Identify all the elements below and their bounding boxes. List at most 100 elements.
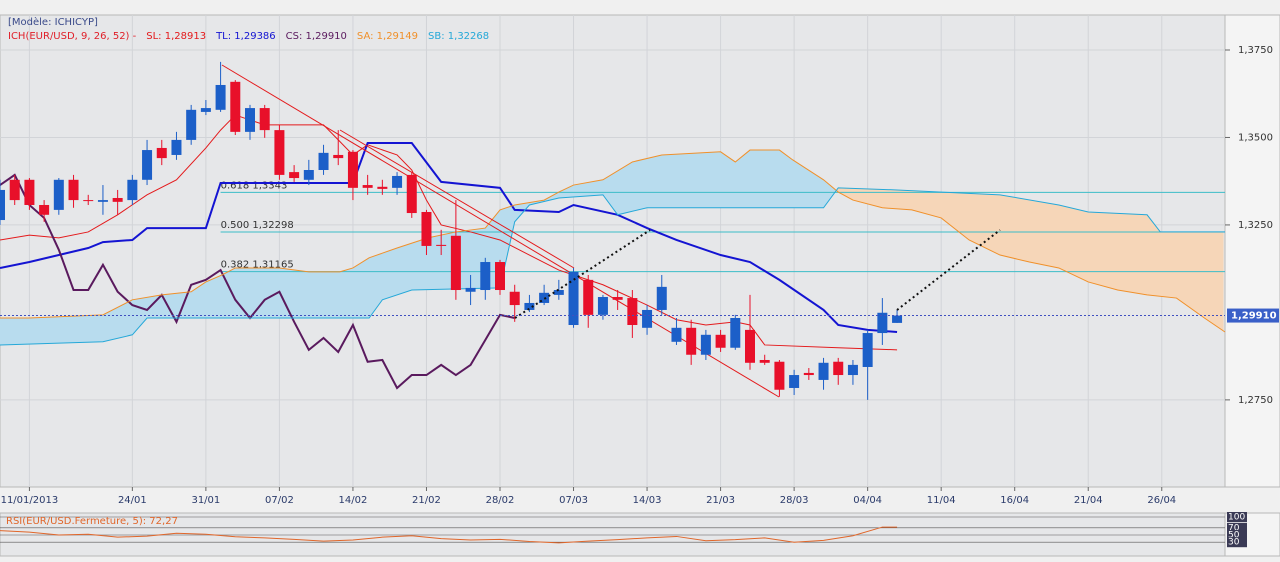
candle-body [39,204,50,215]
candle-body [318,152,329,171]
candle-body [186,109,197,140]
rsi-tick-box [1227,512,1247,522]
candle-body [97,200,108,202]
projection-line [896,229,1001,311]
axes: 1,3750 1,3500 1,3250 1,2750 11/01/2013 24/01 3… [0,45,1279,506]
candle-body [553,290,564,295]
candle-body [259,108,270,131]
candle-body [200,108,211,112]
model-label: [Modèle: ICHICYP] [8,16,98,28]
indicator-label: ICH(EUR/USD, 9, 26, 52) - [8,31,137,42]
candle-body [392,175,403,188]
candle-body [53,179,64,210]
candle-body [745,329,755,363]
candle-body [421,211,432,246]
x-tick-label: 26/04 [1147,495,1176,506]
candle-body [68,179,79,201]
candle-body [480,262,491,291]
candle-body [333,154,344,159]
last-price-box [1227,308,1279,323]
rsi-line [0,526,898,544]
indicator-line [0,173,515,390]
x-tick-label: 31/01 [191,495,220,506]
legend-entry: TL: 1,29386 [215,31,276,42]
last-price-label: 1,29910 [1231,311,1277,322]
fib-label: 0.500 1,32298 [221,220,294,231]
candle-body [877,312,888,334]
x-tick-label: 14/03 [633,495,662,506]
candle-body [700,334,711,355]
candle-body [642,309,653,328]
candle-body [377,186,388,189]
candle-body [524,302,535,310]
x-tick-label: 28/03 [780,495,809,506]
legend-entry: SL: 1,28913 [146,31,206,42]
candle-body [436,244,447,246]
candle-body [789,375,800,388]
x-tick-label: 11/04 [927,495,956,506]
x-tick-label: 24/01 [118,495,147,506]
candle-body [274,130,285,175]
indicator-line [0,142,898,333]
fib-label: 0.382 1,31165 [221,260,294,271]
legend-entry: SA: 1,29149 [357,31,418,42]
candle-body [803,372,814,376]
candle-body [112,197,123,202]
candle-body [83,200,94,202]
cloud-fill [0,150,836,345]
rsi-tick-box [1227,530,1247,540]
candle-body [127,179,138,201]
y-tick-label: 1,3500 [1238,132,1273,143]
rsi-title: RSI(EUR/USD.Fermeture, 5): 72,27 [6,516,178,527]
legend-entry: CS: 1,29910 [286,31,347,42]
y-tick-label: 1,3750 [1238,45,1273,56]
candle-body [612,297,623,300]
rsi-tick-label: 30 [1228,538,1240,548]
candle-body [24,179,35,205]
candle-body [509,291,520,306]
rsi-tick-label: 50 [1228,531,1240,541]
candle-body [9,179,20,201]
candle-body [627,298,638,326]
indicator-line [0,149,1226,333]
candle-body [245,108,255,132]
rsi-tick-box [1227,537,1247,548]
x-tick-label: 21/04 [1074,495,1103,506]
candle-body [686,327,697,355]
candle-body [230,81,241,132]
candle-body [862,333,873,367]
candle-body [0,189,5,221]
x-tick-label: 14/02 [339,495,368,506]
candle-body [730,318,741,348]
x-tick-label: 21/03 [706,495,735,506]
candle-body [715,334,726,348]
candle-body [671,327,682,342]
candle-body [303,170,314,180]
x-tick-label: 16/04 [1000,495,1029,506]
y-tick-label: 1,2750 [1238,395,1273,406]
candle-body [465,287,476,292]
candle-body [892,315,903,323]
candle-body [142,150,153,180]
trend-line [221,64,780,398]
x-tick-label: 11/01/2013 [1,495,59,506]
candle-body [774,361,785,390]
x-tick-label: 07/03 [559,495,588,506]
fib-label: 0.618 1,3343 [221,180,288,191]
candle-body [847,364,858,376]
rsi-tick-label: 70 [1228,523,1240,533]
candle-body [215,84,226,110]
rsi-area [0,512,1226,557]
candle-body [156,147,167,159]
candle-body [833,361,844,376]
indicator-line [0,187,1225,346]
legend-entry: SB: 1,32268 [428,31,489,42]
y-tick-label: 1,3250 [1238,220,1273,231]
x-tick-label: 21/02 [412,495,441,506]
candles [0,61,903,400]
projection-line [514,229,651,319]
candle-body [362,185,373,188]
candle-body [583,279,594,315]
